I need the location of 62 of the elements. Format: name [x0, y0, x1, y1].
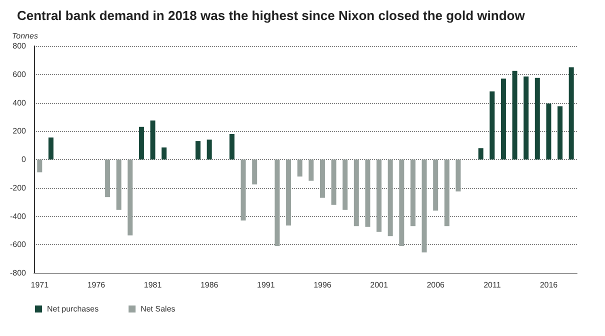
bar	[150, 120, 156, 160]
bar	[490, 91, 495, 160]
y-tick-label: 400	[12, 98, 27, 108]
x-tick-label: 2016	[540, 280, 558, 290]
y-axis-title: Tonnes	[12, 32, 38, 40]
legend-label: Net Sales	[140, 304, 176, 314]
bar	[274, 160, 280, 246]
bar	[286, 160, 292, 226]
bar	[512, 70, 518, 160]
x-tick-label: 1971	[30, 280, 50, 290]
bar	[240, 160, 246, 221]
x-tick-label: 1976	[87, 280, 106, 290]
y-tick-label: -400	[10, 212, 27, 221]
bar	[534, 78, 540, 160]
x-tick-label: 2011	[484, 280, 502, 290]
y-tick-label: 800	[12, 42, 27, 50]
x-tick-label: 1996	[314, 280, 332, 290]
bar	[229, 134, 234, 160]
bar	[388, 160, 393, 236]
x-tick-label: 1991	[257, 280, 276, 290]
y-tick-label: 600	[12, 70, 27, 79]
bar	[500, 78, 506, 160]
bar	[196, 141, 201, 160]
bar	[105, 160, 110, 198]
bar	[116, 160, 122, 210]
bar	[478, 148, 484, 160]
bar	[354, 160, 359, 226]
bar	[524, 76, 529, 160]
bar	[331, 160, 336, 205]
y-tick-label: -200	[10, 183, 27, 192]
y-tick-label: 200	[12, 126, 27, 136]
bar	[342, 160, 348, 210]
bar	[568, 67, 574, 160]
bar	[376, 160, 382, 232]
bar	[48, 138, 54, 160]
x-tick-label: 1981	[144, 280, 162, 290]
bar	[320, 160, 325, 198]
bar	[138, 126, 144, 160]
x-tick-label: 2001	[370, 280, 388, 290]
bar	[365, 160, 370, 227]
bar	[433, 160, 438, 211]
bar	[456, 160, 461, 192]
bar	[206, 140, 212, 160]
bar	[37, 160, 42, 172]
y-tick-label: -800	[10, 268, 27, 278]
bar	[297, 160, 302, 177]
chart-title: Central bank demand in 2018 was the highest since Nixon closed the gold window	[17, 8, 526, 23]
legend-label: Net purchases	[47, 304, 99, 314]
bar	[558, 106, 563, 160]
bar	[444, 160, 450, 226]
bar	[128, 160, 133, 236]
bar	[410, 160, 416, 226]
bar	[162, 147, 167, 160]
bar	[422, 160, 427, 252]
y-tick-label: 0	[22, 155, 27, 164]
x-tick-label: 2006	[426, 280, 446, 290]
y-tick-label: -600	[10, 240, 27, 250]
x-tick-label: 1986	[200, 280, 219, 290]
bar	[308, 160, 314, 181]
bar	[399, 160, 404, 246]
bar	[252, 160, 258, 184]
bar	[546, 103, 552, 160]
